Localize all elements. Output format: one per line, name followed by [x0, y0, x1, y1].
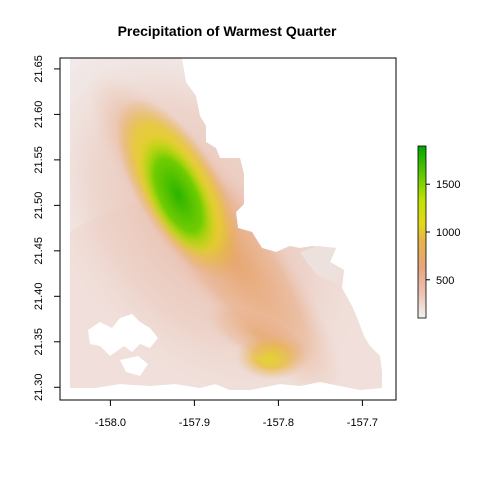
legend-ticks: 500 1000 1500: [426, 179, 460, 287]
legend-tick-label: 500: [436, 275, 454, 287]
legend-colorbar: [417, 145, 427, 319]
y-tick-label: 21.45: [33, 237, 45, 265]
y-tick-label: 21.50: [33, 192, 45, 220]
y-axis: 21.30 21.35 21.40 21.45 21.50 21.55 21.60 21.65: [33, 55, 60, 401]
x-tick-label: -157.9: [179, 417, 210, 429]
map-title: Precipitation of Warmest Quarter: [118, 23, 337, 39]
x-tick-label: -158.0: [95, 417, 126, 429]
water-area: [120, 356, 148, 376]
y-tick-label: 21.55: [33, 146, 45, 174]
land-patch: [300, 246, 342, 282]
y-tick-label: 21.35: [33, 328, 45, 356]
plot-frame: [59, 57, 397, 401]
y-tick-label: 21.65: [33, 55, 45, 83]
legend-tick-label: 1500: [436, 179, 460, 191]
legend-tick-label: 1000: [436, 227, 460, 239]
y-tick-label: 21.60: [33, 101, 45, 129]
water-area: [88, 314, 158, 356]
x-tick-label: -157.7: [347, 417, 378, 429]
x-axis: -158.0 -157.9 -157.8 -157.7: [95, 400, 378, 429]
x-tick-label: -157.8: [263, 417, 294, 429]
y-tick-label: 21.30: [33, 374, 45, 402]
y-tick-label: 21.40: [33, 283, 45, 311]
legend: 500 1000 1500: [417, 145, 460, 319]
raster-layer: [70, 58, 382, 390]
